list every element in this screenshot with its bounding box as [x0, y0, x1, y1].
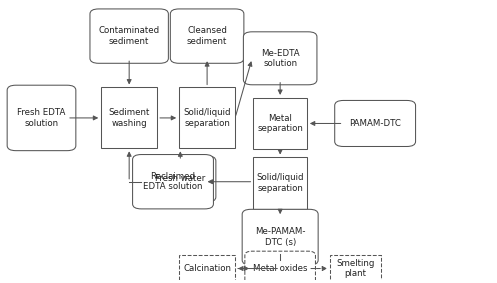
FancyBboxPatch shape [7, 85, 76, 151]
Text: Fresh EDTA
solution: Fresh EDTA solution [17, 108, 66, 128]
Text: Sediment
washing: Sediment washing [108, 108, 150, 128]
Text: Metal oxides: Metal oxides [253, 264, 308, 273]
Text: Solid/liquid
separation: Solid/liquid separation [256, 173, 304, 193]
FancyBboxPatch shape [145, 156, 216, 202]
Text: PAMAM-DTC: PAMAM-DTC [349, 119, 401, 128]
Text: Me-EDTA
solution: Me-EDTA solution [261, 49, 300, 68]
Text: Smelting
plant: Smelting plant [336, 259, 375, 278]
Text: Calcination: Calcination [183, 264, 231, 273]
Bar [179, 255, 235, 282]
Bar [253, 157, 307, 209]
FancyBboxPatch shape [90, 9, 168, 63]
Bar [179, 87, 235, 148]
Text: Solid/liquid
separation: Solid/liquid separation [183, 108, 231, 128]
Text: Fresh water: Fresh water [155, 174, 205, 183]
FancyBboxPatch shape [170, 9, 244, 63]
FancyBboxPatch shape [242, 209, 318, 265]
FancyBboxPatch shape [244, 32, 317, 85]
Text: Metal
separation: Metal separation [257, 114, 303, 133]
Bar [330, 255, 381, 282]
Text: Reclaimed
EDTA solution: Reclaimed EDTA solution [143, 172, 203, 191]
Bar [253, 98, 307, 149]
Text: Contaminated
sediment: Contaminated sediment [98, 26, 160, 46]
Text: Cleansed
sediment: Cleansed sediment [187, 26, 227, 46]
FancyBboxPatch shape [133, 155, 213, 209]
Text: Me-PAMAM-
DTC (s): Me-PAMAM- DTC (s) [255, 228, 306, 247]
FancyBboxPatch shape [245, 251, 316, 283]
FancyBboxPatch shape [334, 100, 415, 147]
Bar [101, 87, 157, 148]
